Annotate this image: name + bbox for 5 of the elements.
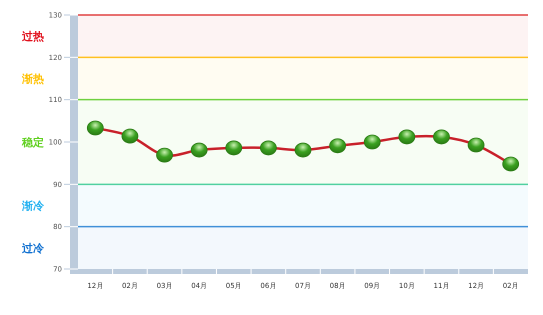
band-label: 渐热 xyxy=(21,72,44,86)
band-label: 过热 xyxy=(21,30,44,44)
band-label: 渐冷 xyxy=(21,200,45,212)
band-label: 稳定 xyxy=(21,136,44,149)
band-label: 过冷 xyxy=(21,242,45,255)
